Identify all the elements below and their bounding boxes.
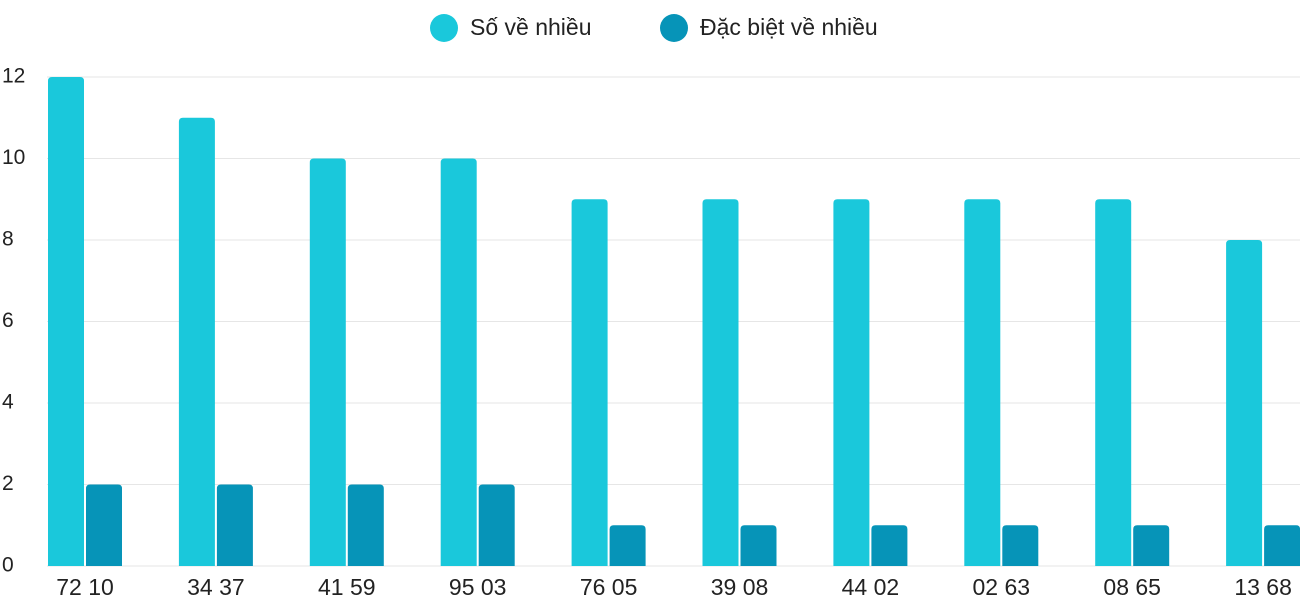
bar [1095,199,1132,566]
y-tick-label: 12 [2,65,25,88]
y-tick-label: 6 [2,309,14,332]
bar [871,525,908,566]
bar [1264,525,1300,566]
x-tick-label: 95 03 [449,574,507,600]
bar [478,484,515,566]
legend-label: Đặc biệt về nhiều [700,14,878,40]
x-tick-label: 44 02 [842,574,900,600]
bar [216,484,253,566]
x-tick-label: 34 37 [187,574,245,600]
bar [1002,525,1039,566]
y-tick-label: 2 [2,472,14,495]
x-tick-label: 13 68 [1234,574,1292,600]
legend-marker [430,14,458,42]
bar [440,158,477,566]
bar [964,199,1001,566]
x-tick-label: 76 05 [580,574,638,600]
bar [48,77,84,566]
bar [833,199,870,566]
bar [178,117,215,566]
bar [309,158,346,566]
bar [609,525,646,566]
x-tick-label: 39 08 [711,574,769,600]
bar [1133,525,1170,566]
x-tick-label: 08 65 [1103,574,1161,600]
bar [702,199,739,566]
y-tick-label: 8 [2,228,14,251]
x-tick-label: 72 10 [56,574,114,600]
legend-label: Số về nhiều [470,14,591,40]
bar [740,525,777,566]
bar [1226,240,1263,566]
bar [347,484,384,566]
y-tick-label: 0 [2,554,14,577]
legend-marker [660,14,688,42]
bar [86,484,122,566]
y-tick-label: 4 [2,391,14,414]
x-tick-label: 41 59 [318,574,376,600]
x-tick-label: 02 63 [973,574,1031,600]
bar [571,199,608,566]
y-tick-label: 10 [2,146,25,169]
